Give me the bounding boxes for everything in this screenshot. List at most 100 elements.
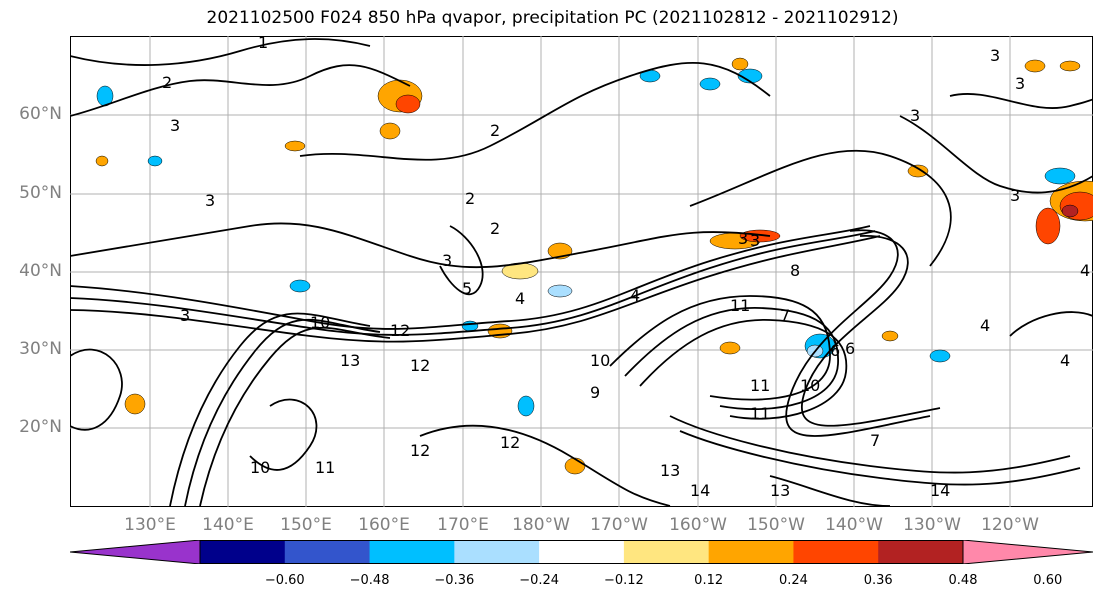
precip-blob (461, 320, 479, 332)
contour-line (769, 475, 891, 507)
longitude-label: 130°W (903, 515, 961, 535)
contour-line (1009, 311, 1093, 337)
colorbar-segment (623, 540, 710, 564)
precip-blob (699, 77, 721, 91)
contour-line (785, 229, 931, 437)
contour-label: 14 (930, 481, 950, 500)
contour-line (609, 295, 831, 401)
precip-blob (737, 68, 763, 84)
contour-line (419, 424, 671, 507)
contour-label: 3 (170, 116, 180, 135)
graticule (70, 36, 1093, 507)
colorbar-tick-label: −0.48 (349, 573, 390, 588)
contour-label: 3 (1015, 74, 1025, 93)
contour-label: 3 (180, 306, 190, 325)
longitude-label: 140°W (825, 515, 883, 535)
contour-label: 11 (315, 458, 335, 477)
contour-line (199, 326, 391, 507)
contour-line (639, 319, 848, 420)
contour-line (70, 38, 371, 66)
colorbar-tick-label: −0.12 (603, 573, 644, 588)
contour-label: 13 (340, 351, 360, 370)
colorbar (70, 540, 1093, 564)
colorbar-segment (369, 540, 455, 564)
contour-label: 12 (410, 441, 430, 460)
precip-blob (289, 279, 311, 293)
contour-label: 3 (750, 231, 760, 250)
contour-label: 6 (845, 339, 855, 358)
colorbar-segment (200, 540, 286, 564)
contour-label: 12 (390, 321, 410, 340)
precip-blob (1024, 59, 1046, 73)
contour-line (169, 312, 371, 507)
colorbar-tick-label: −0.60 (264, 573, 305, 588)
precip-blob (719, 341, 741, 355)
contour-label: 10 (590, 351, 610, 370)
precip-blob (517, 395, 535, 417)
latitude-label: 30°N (19, 339, 62, 359)
contour-line (249, 398, 318, 471)
contour-label: 6 (830, 341, 840, 360)
contour-line (70, 222, 771, 269)
longitude-label: 150°E (280, 515, 332, 535)
precip-blob (95, 155, 109, 167)
colorbar-border (199, 540, 964, 564)
precip-blob (395, 94, 421, 114)
contour-label: 4 (515, 289, 525, 308)
latitude-label: 50°N (19, 183, 62, 203)
contour-label: 3 (738, 229, 748, 248)
contour-label: 3 (990, 46, 1000, 65)
precip-blob (731, 57, 749, 71)
contour-line (70, 348, 123, 431)
colorbar-segment (454, 540, 540, 564)
contour-label: 1 (258, 36, 268, 52)
contour-label: 12 (410, 356, 430, 375)
colorbar-segment (284, 540, 371, 564)
qvapor-contours (70, 38, 1093, 507)
precip-blob (1059, 60, 1081, 72)
contour-label: 2 (162, 73, 172, 92)
longitude-label: 170°W (590, 515, 648, 535)
precip-blob (284, 140, 306, 152)
precip-blob (124, 393, 146, 415)
contour-line (689, 149, 952, 267)
contour-line (669, 415, 1071, 474)
contour-label: 11 (750, 376, 770, 395)
longitude-label: 170°E (437, 515, 489, 535)
precip-blob (547, 284, 573, 298)
colorbar-tick-label: −0.24 (519, 573, 560, 588)
contour-label: 3 (1010, 186, 1020, 205)
contour-line (299, 62, 771, 161)
contour-line (70, 64, 411, 117)
contour-label: 4 (1080, 261, 1090, 280)
precip-blob (929, 349, 951, 363)
contour-label: 5 (462, 279, 472, 298)
longitude-label: 180°W (512, 515, 570, 535)
contour-label: 10 (250, 458, 270, 477)
contour-label: 4 (1060, 351, 1070, 370)
contour-label: 11 (730, 296, 750, 315)
contour-line (624, 307, 839, 410)
colorbar-segment (793, 540, 879, 564)
contour-label: 7 (780, 306, 790, 325)
contour-label: 4 (980, 316, 990, 335)
contour-label: 10 (800, 376, 820, 395)
contour-label: 13 (660, 461, 680, 480)
colorbar-segment (708, 540, 794, 564)
contour-line (70, 230, 876, 336)
contour-label: 11 (750, 404, 770, 423)
colorbar-tick-label: 0.12 (694, 573, 724, 588)
contour-label: 14 (690, 481, 710, 500)
contour-line (949, 93, 1093, 109)
colorbar-tick-label: −0.36 (434, 573, 475, 588)
contour-label: 12 (500, 433, 520, 452)
precip-blob (564, 457, 586, 475)
precip-blob (1061, 204, 1079, 218)
longitude-label: 150°W (747, 515, 805, 535)
longitude-label: 160°W (669, 515, 727, 535)
colorbar-tick-label: 0.60 (1033, 573, 1063, 588)
precip-blob (881, 330, 899, 342)
latitude-label: 60°N (19, 104, 62, 124)
precip-blob (379, 122, 401, 140)
